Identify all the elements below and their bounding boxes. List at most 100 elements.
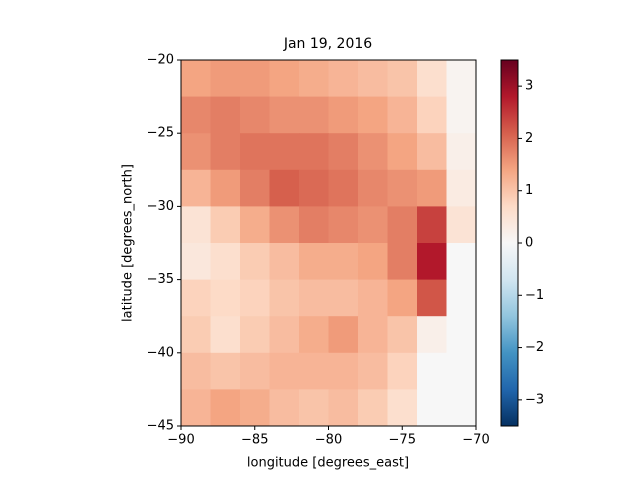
heatmap-cell	[328, 133, 359, 171]
heatmap-cell	[328, 243, 359, 281]
heatmap-cell	[328, 279, 359, 317]
heatmap-cell	[387, 352, 418, 390]
heatmap-cell	[299, 352, 329, 390]
y-tick-label: −35	[147, 272, 174, 287]
y-tick-label: −40	[147, 345, 174, 360]
heatmap-cell	[210, 243, 241, 281]
heatmap-cell	[269, 279, 300, 317]
heatmap-cell	[269, 352, 300, 390]
heatmap-cell	[269, 133, 300, 171]
heatmap-cell	[269, 389, 300, 427]
heatmap-cell	[269, 206, 300, 244]
chart-title: Jan 19, 2016	[283, 36, 372, 52]
heatmap-cell	[417, 316, 447, 354]
x-tick-label: −90	[167, 433, 194, 448]
heatmap-cell	[417, 133, 447, 171]
heatmap-cell	[417, 169, 447, 207]
heatmap-cell	[446, 169, 477, 207]
heatmap-cell	[358, 279, 388, 317]
heatmap-cell	[446, 352, 477, 390]
heatmap-cell	[446, 279, 477, 317]
heatmap-cell	[299, 133, 329, 171]
heatmap-cell	[299, 96, 329, 134]
heatmap-cell	[417, 352, 447, 390]
heatmap-cell	[446, 96, 477, 134]
colorbar-tick-label: 0	[525, 236, 533, 251]
heatmap-cell	[358, 133, 388, 171]
heatmap-cell	[269, 316, 300, 354]
heatmap-cell	[210, 389, 241, 427]
heatmap-cell	[240, 60, 270, 98]
heatmap-cell	[446, 133, 477, 171]
heatmap-cell	[387, 96, 418, 134]
heatmap-cell	[417, 279, 447, 317]
heatmap-cell	[210, 316, 241, 354]
heatmap-cell	[210, 279, 241, 317]
heatmap-cell	[358, 169, 388, 207]
heatmap-cell	[328, 389, 359, 427]
heatmap-cell	[181, 243, 211, 281]
heatmap-cell	[240, 279, 270, 317]
heatmap-cell	[240, 389, 270, 427]
heatmap-cell	[446, 389, 477, 427]
heatmap-cell	[181, 316, 211, 354]
heatmap-cell	[181, 352, 211, 390]
heatmap-cell	[387, 279, 418, 317]
heatmap-cell	[417, 243, 447, 281]
heatmap-cell	[181, 279, 211, 317]
heatmap-cell	[387, 169, 418, 207]
heatmap-cell	[358, 60, 388, 98]
heatmap-cell	[269, 96, 300, 134]
heatmap-cell	[299, 206, 329, 244]
heatmap-cell	[240, 316, 270, 354]
heatmap-cell	[240, 243, 270, 281]
heatmap-cell	[210, 133, 241, 171]
heatmap-cell	[181, 389, 211, 427]
heatmap-cell	[240, 96, 270, 134]
heatmap-cell	[240, 133, 270, 171]
heatmap-cell	[328, 352, 359, 390]
heatmap-cell	[446, 60, 477, 98]
heatmap-cell	[446, 206, 477, 244]
heatmap-cell	[358, 206, 388, 244]
heatmap-cell	[387, 316, 418, 354]
heatmap-cell	[299, 279, 329, 317]
y-axis-label: latitude [degrees_north]	[121, 164, 136, 322]
heatmap-cell	[328, 206, 359, 244]
heatmap-cell	[358, 96, 388, 134]
heatmap-cell	[328, 316, 359, 354]
heatmap-cell	[299, 60, 329, 98]
y-tick-label: −25	[147, 126, 174, 141]
heatmap-cell	[358, 316, 388, 354]
heatmap-cell	[387, 133, 418, 171]
heatmap-cell	[446, 316, 477, 354]
heatmap-cell	[210, 60, 241, 98]
heatmap-cell	[446, 243, 477, 281]
y-tick-label: −45	[147, 419, 174, 434]
heatmap-cell	[210, 206, 241, 244]
x-tick-label: −70	[462, 433, 489, 448]
colorbar	[500, 59, 519, 427]
heatmap-cell	[417, 206, 447, 244]
heatmap-cell	[328, 60, 359, 98]
colorbar-tick-label: 3	[525, 79, 533, 94]
heatmap-cell	[299, 243, 329, 281]
colorbar-tick-label: 2	[525, 131, 533, 146]
heatmap-cell	[181, 60, 211, 98]
heatmap-cell	[181, 133, 211, 171]
y-tick-label: −30	[147, 199, 174, 214]
colorbar-tick-label: −3	[525, 392, 544, 407]
heatmap-cell	[181, 169, 211, 207]
heatmap-cells	[181, 60, 477, 427]
colorbar-tick-label: −2	[525, 340, 544, 355]
heatmap-cell	[328, 169, 359, 207]
heatmap-cell	[210, 169, 241, 207]
heatmap-cell	[387, 243, 418, 281]
heatmap-cell	[387, 389, 418, 427]
colorbar-tick-label: 1	[525, 183, 533, 198]
x-axis-label: longitude [degrees_east]	[247, 456, 409, 471]
heatmap-cell	[240, 352, 270, 390]
heatmap-cell	[269, 60, 300, 98]
heatmap-cell	[181, 96, 211, 134]
heatmap-cell	[417, 60, 447, 98]
